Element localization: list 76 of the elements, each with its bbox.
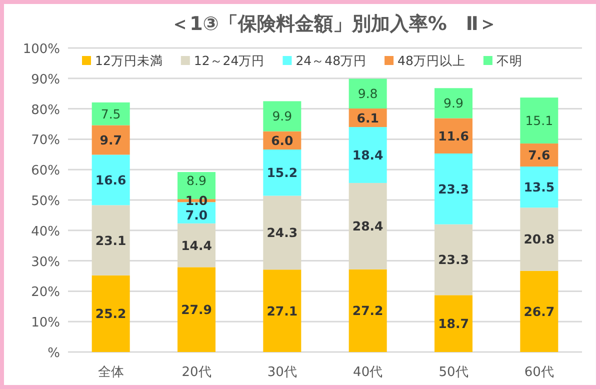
legend-label: 12～24万円 <box>194 53 265 68</box>
bar <box>520 270 558 352</box>
bar <box>92 205 130 276</box>
y-tick-label: 30% <box>31 254 60 270</box>
data-label: 9.8 <box>358 86 378 102</box>
bar <box>263 150 302 196</box>
bar <box>263 101 302 132</box>
y-tick-label: 20% <box>31 285 60 300</box>
y-tick-label: % <box>48 346 60 361</box>
bar <box>348 182 387 270</box>
data-label: 27.1 <box>266 303 298 318</box>
bar <box>92 275 130 352</box>
data-label: 23.3 <box>438 181 469 196</box>
data-label: 9.9 <box>444 96 464 111</box>
bar <box>434 295 472 352</box>
data-label: 16.6 <box>95 172 127 188</box>
data-label: 14.4 <box>181 238 212 253</box>
data-label: 15.2 <box>266 165 298 180</box>
x-tick-label: 20代 <box>182 365 212 380</box>
x-tick-label: 全体 <box>98 365 124 380</box>
data-label: 13.5 <box>524 180 555 195</box>
bar <box>178 223 216 268</box>
bar <box>263 196 302 270</box>
data-label: 23.3 <box>438 252 469 268</box>
bar <box>434 224 472 296</box>
data-label: 15.1 <box>525 113 554 128</box>
bar <box>92 102 130 126</box>
bar <box>520 208 558 271</box>
y-tick-label: 50% <box>31 194 60 209</box>
legend-label: 48万円以上 <box>398 53 466 68</box>
data-label: 23.1 <box>95 232 126 248</box>
bar <box>434 153 472 224</box>
bar <box>520 166 558 208</box>
data-label: 7.0 <box>185 207 208 222</box>
bar <box>92 125 130 155</box>
data-label: 7.6 <box>528 148 551 163</box>
chart-title: ＜1③「保険料金額」別加入率% Ⅱ＞ <box>170 13 498 35</box>
legend-label: 不明 <box>496 53 522 68</box>
data-label: 25.2 <box>95 306 126 322</box>
data-label: 9.7 <box>100 132 122 148</box>
y-tick-label: 70% <box>31 133 60 148</box>
data-label: 28.4 <box>352 218 384 234</box>
bar <box>434 118 472 154</box>
data-label: 6.0 <box>271 132 294 148</box>
bar <box>92 154 130 206</box>
bar <box>178 267 216 352</box>
legend-label: 24～48万円 <box>296 53 367 68</box>
y-tick-label: 60% <box>31 164 60 179</box>
data-label: 18.7 <box>438 316 469 332</box>
bar <box>348 269 387 352</box>
y-tick-label: 100% <box>22 42 60 57</box>
data-label: 27.2 <box>352 303 384 318</box>
data-label: 18.4 <box>352 148 384 163</box>
data-label: 20.8 <box>524 232 555 247</box>
data-label: 8.9 <box>186 173 206 188</box>
bar <box>263 270 302 352</box>
bar <box>348 127 387 183</box>
x-tick-label: 50代 <box>438 365 468 380</box>
data-label: 6.1 <box>356 110 379 126</box>
legend-label: 12万円未満 <box>95 53 163 68</box>
bar <box>520 98 558 144</box>
y-tick-label: 40% <box>31 224 60 240</box>
bar <box>348 78 387 108</box>
bar <box>434 88 472 118</box>
data-label: 11.6 <box>438 128 470 144</box>
data-label: 24.3 <box>266 225 298 240</box>
y-tick-label: 10% <box>31 316 60 331</box>
data-label: 7.5 <box>100 106 121 122</box>
data-label: 26.7 <box>524 304 555 319</box>
data-label: 27.9 <box>181 302 212 318</box>
x-tick-label: 30代 <box>267 365 297 380</box>
y-tick-label: 90% <box>31 72 60 88</box>
x-tick-label: 40代 <box>353 365 383 380</box>
data-label: 9.9 <box>272 108 292 124</box>
y-tick-label: 80% <box>31 102 60 118</box>
x-tick-label: 60代 <box>524 365 554 380</box>
